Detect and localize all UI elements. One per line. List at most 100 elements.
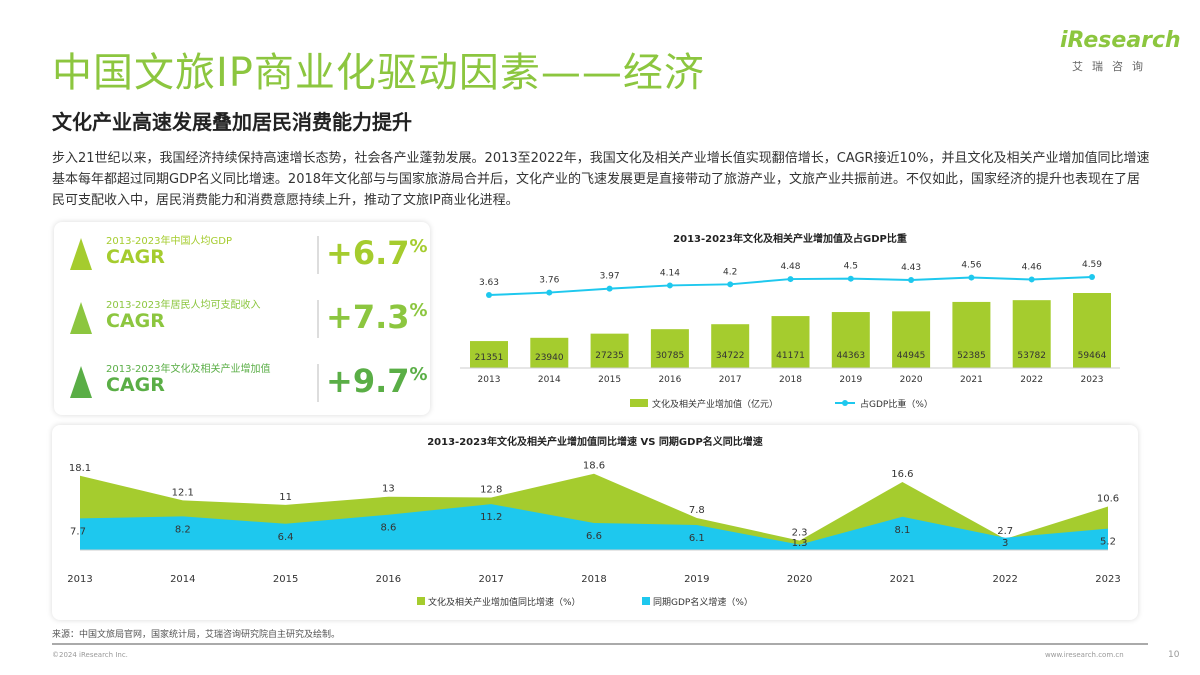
bar-value-label: 34722 [716,351,745,361]
kpi-value: +9.7% [326,362,428,400]
bar [530,337,569,368]
line-point [486,292,492,298]
chart-title: 2013-2023年文化及相关产业增加值及占GDP比重 [673,232,907,245]
x-tick-label: 2014 [538,375,561,385]
source-note: 来源：中国文旅局官网，国家统计局，艾瑞咨询研究院自主研究及绘制。 [52,630,341,640]
x-tick-label: 2019 [839,375,862,385]
line-value-label: 4.48 [780,262,800,272]
line-value-label: 3.97 [600,272,620,282]
bar-value-label: 44363 [836,351,865,361]
website-url: www.iresearch.com.cn [1045,651,1124,659]
x-tick-label: 2021 [960,375,983,385]
bar-value-label: 59464 [1078,351,1107,361]
line-value-label: 4.5 [844,262,858,272]
kpi-row: 2013-2023年中国人均GDP CAGR +6.7% [54,224,430,288]
bar [892,311,931,368]
x-tick-label: 2022 [992,574,1017,585]
bar [831,312,870,368]
area-value-label: 7.8 [689,505,705,516]
x-tick-label: 2015 [273,574,298,585]
x-tick-label: 2017 [719,375,742,385]
kpi-value-number: +7.3 [326,298,410,336]
kpi-label: 2013-2023年居民人均可支配收入 [106,300,261,311]
area-value-label: 18.6 [583,461,605,472]
kpi-value-number: +9.7 [326,362,410,400]
area-value-label: 5.2 [1100,537,1116,548]
bar-line-chart: 2013-2023年文化及相关产业增加值及占GDP比重 21351 2013 2394… [460,232,1120,410]
line-point [908,277,915,283]
bar [711,324,750,368]
area-value-label: 18.1 [69,463,91,474]
area-value-label: 2.3 [792,528,808,539]
x-tick-label: 2018 [581,574,606,585]
bar [1073,293,1111,368]
kpi-card: 2013-2023年中国人均GDP CAGR +6.7% 2013-2023年居… [54,222,430,415]
up-triangle-icon [70,238,92,270]
x-tick-label: 2016 [658,375,681,385]
bar-value-label: 41171 [776,351,805,361]
page-subtitle: 文化产业高速发展叠加居民消费能力提升 [52,110,412,134]
x-tick-label: 2021 [890,574,915,585]
line-value-label: 4.59 [1082,260,1102,270]
page-number: 10 [1168,650,1180,660]
area-value-label: 13 [382,484,395,495]
bar-line-chart-card: 2013-2023年文化及相关产业增加值及占GDP比重 21351 2013 2394… [440,225,1140,420]
area-value-label: 1.3 [792,538,808,549]
up-triangle-icon [70,366,92,398]
bar-value-label: 44945 [897,351,926,361]
line-value-label: 4.46 [1022,262,1042,272]
area-chart: 2013-2023年文化及相关产业增加值同比增速 VS 同期GDP名义同比增速 1… [67,435,1120,608]
area-value-label: 6.1 [689,533,705,544]
x-tick-label: 2016 [376,574,401,585]
kpi-metric: CAGR [106,374,165,396]
line-point [1028,276,1035,283]
line-value-label: 3.76 [539,276,559,286]
line-point [787,276,794,283]
area-value-label: 2.7 [997,526,1013,537]
area-value-label: 12.8 [480,485,502,496]
x-tick-label: 2017 [478,574,503,585]
line-point [666,282,673,289]
legend-label: 文化及相关产业增加值同比增速（%） [428,596,581,608]
legend-swatch-bar [630,399,648,407]
bar-value-label: 21351 [475,353,504,363]
kpi-unit: % [409,300,428,321]
bar-value-label: 30785 [656,351,685,361]
bar [650,329,689,368]
kpi-row: 2013-2023年文化及相关产业增加值 CAGR +9.7% [54,352,430,416]
page-title: 中国文旅IP商业化驱动因素——经济 [52,50,705,96]
kpi-unit: % [409,236,428,257]
area-value-label: 6.6 [586,531,602,542]
kpi-divider [317,300,319,338]
line-point [968,274,975,281]
area-value-label: 3 [1002,538,1008,549]
legend-swatch [642,597,650,605]
kpi-label: 2013-2023年中国人均GDP [106,236,232,247]
area-gdp-growth [80,504,1108,550]
legend-swatch [417,597,425,605]
kpi-unit: % [409,364,428,385]
kpi-divider [317,364,319,402]
x-tick-label: 2022 [1020,375,1043,385]
bar-value-label: 27235 [595,351,624,361]
logo: iResearch [1060,28,1181,53]
kpi-divider [317,236,319,274]
body-paragraph: 步入21世纪以来，我国经济持续保持高速增长态势，社会各产业蓬勃发展。2013至2… [52,151,1150,208]
area-chart-card: 2013-2023年文化及相关产业增加值同比增速 VS 同期GDP名义同比增速 1… [52,425,1138,620]
area-value-label: 10.6 [1097,494,1119,505]
area-value-label: 7.7 [70,526,86,537]
x-tick-label: 2018 [779,375,802,385]
line-point [727,281,734,288]
line-point [546,289,553,296]
kpi-row: 2013-2023年居民人均可支配收入 CAGR +7.3% [54,288,430,352]
legend-label: 同期GDP名义增速（%） [653,596,753,608]
up-triangle-icon [70,302,92,334]
x-tick-label: 2023 [1081,375,1104,385]
x-tick-label: 2023 [1095,574,1120,585]
area-value-label: 11 [279,492,292,503]
bar-value-label: 53782 [1017,351,1046,361]
line-point [847,275,854,282]
x-tick-label: 2013 [478,375,501,385]
x-tick-label: 2013 [67,574,92,585]
kpi-label: 2013-2023年文化及相关产业增加值 [106,364,271,375]
